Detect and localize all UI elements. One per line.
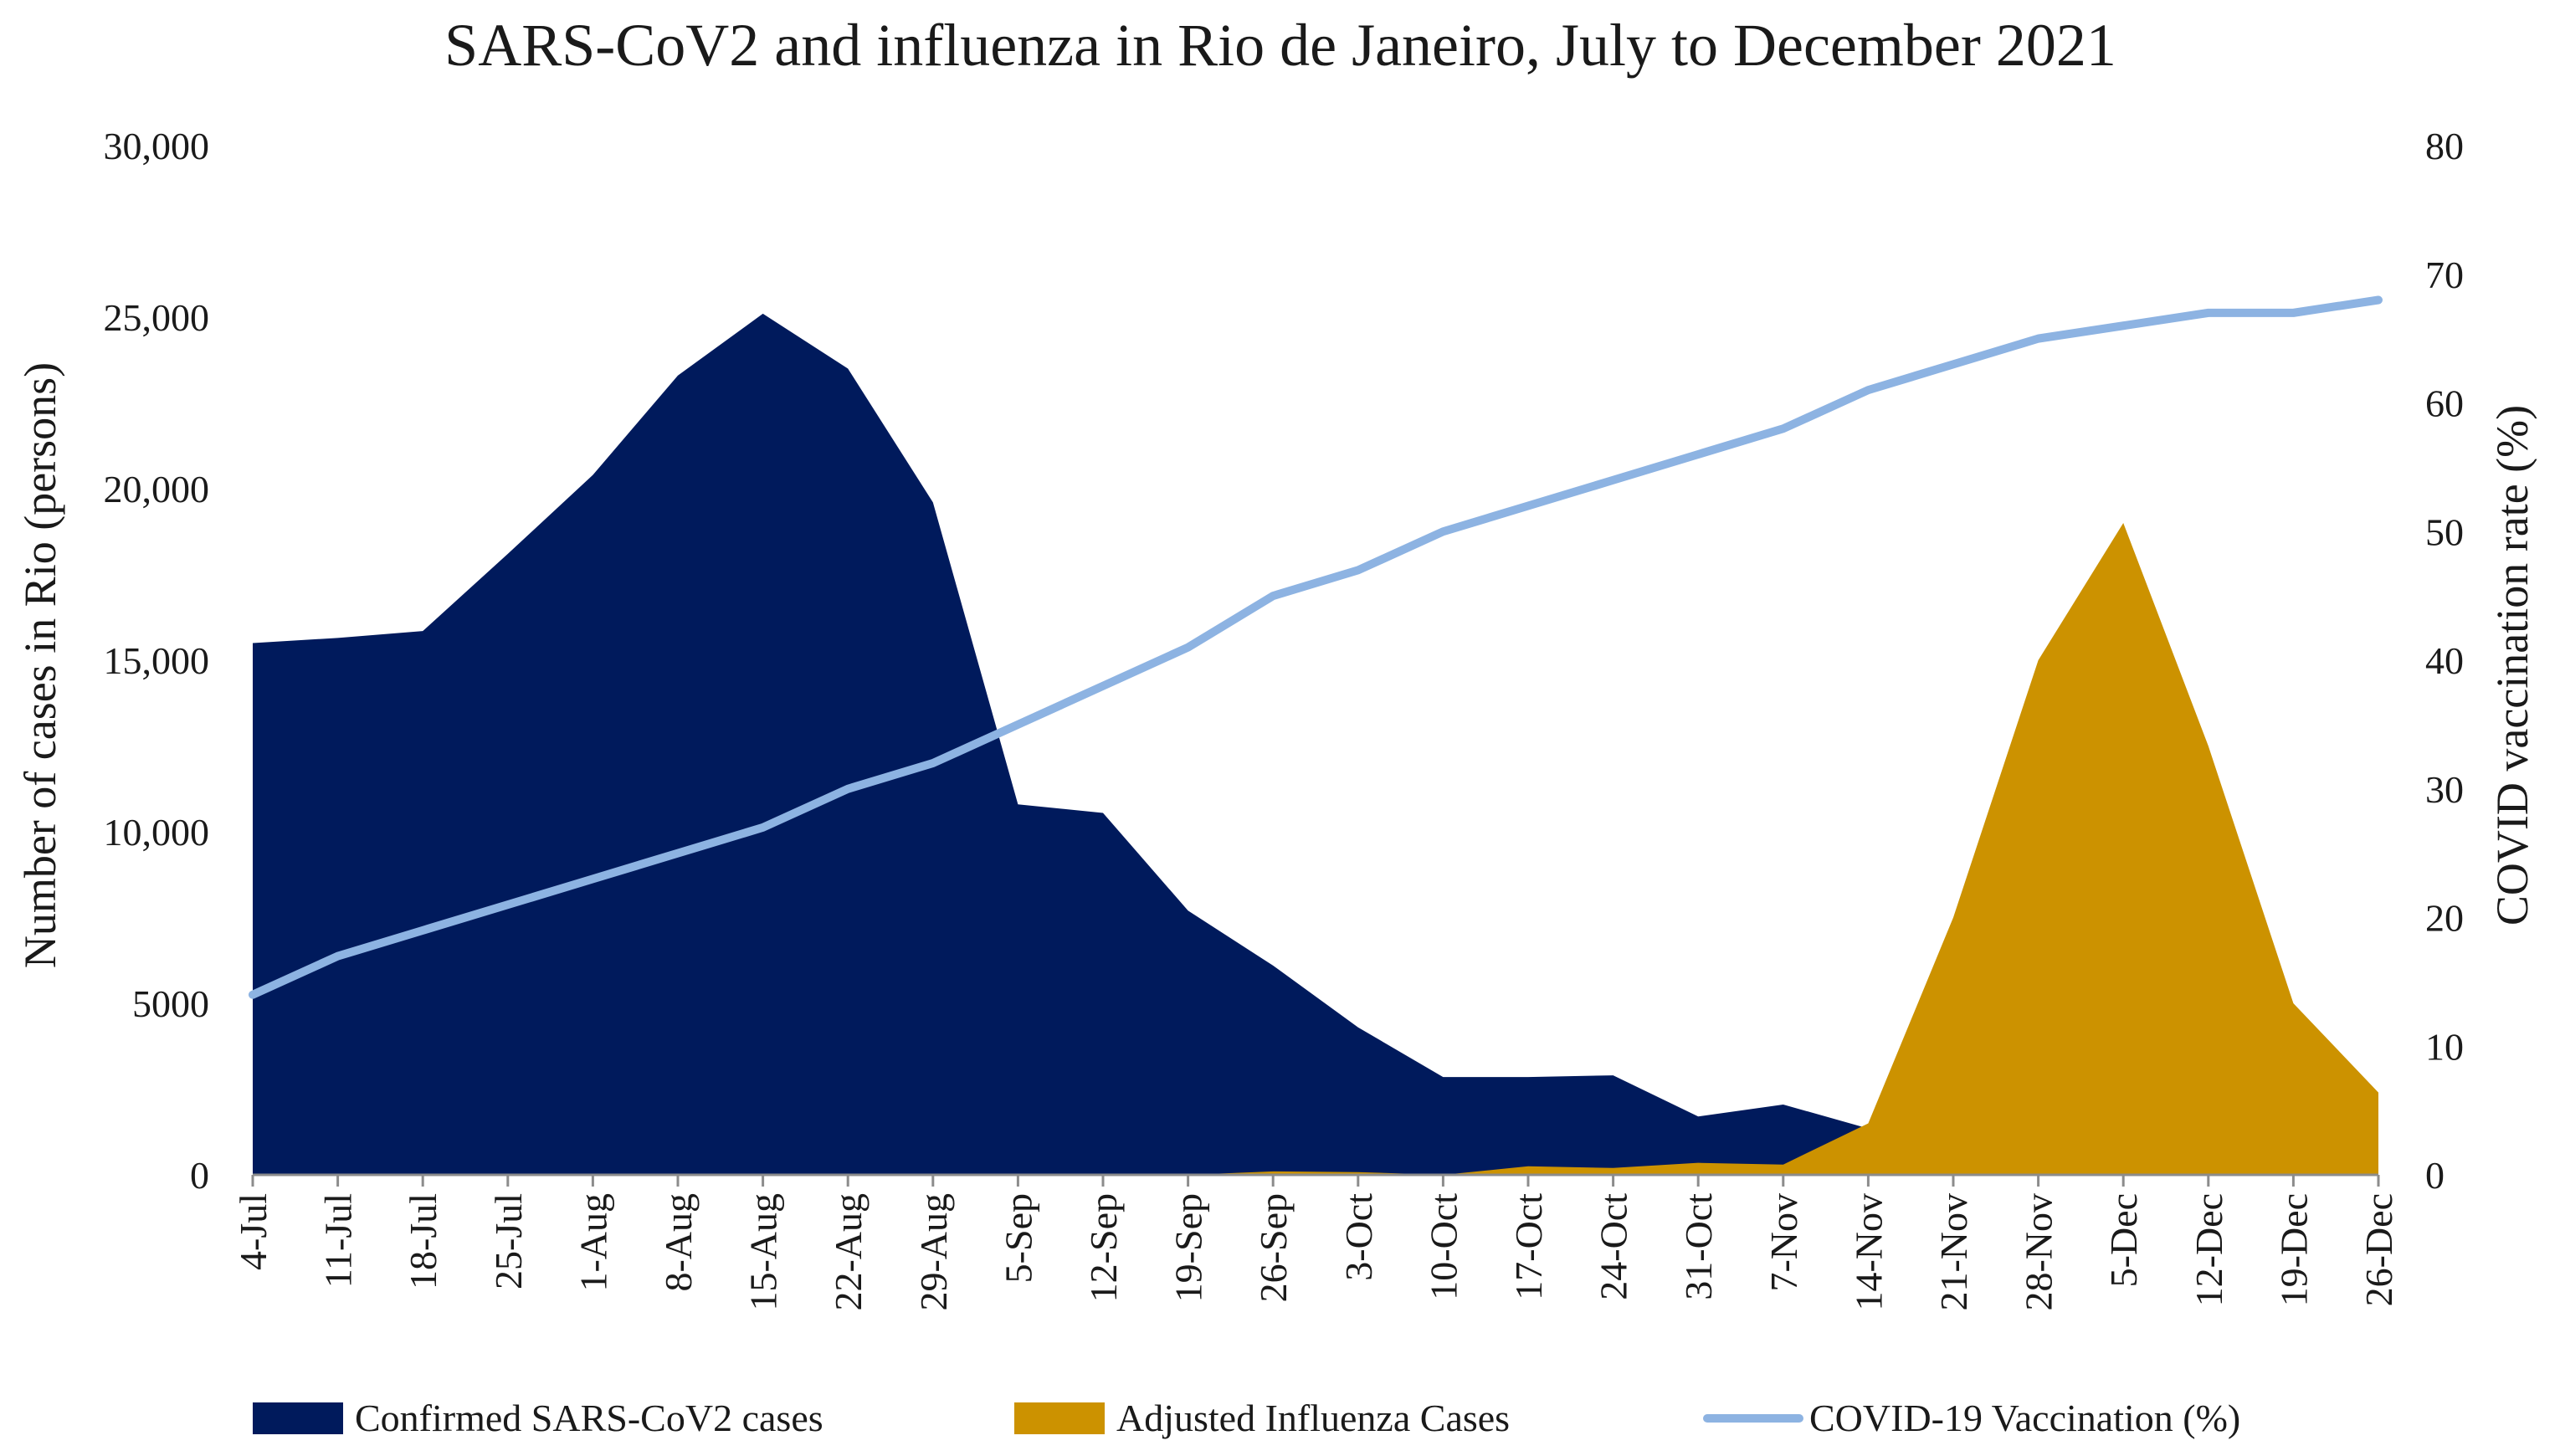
y-tick-label-1: 5000: [132, 982, 209, 1025]
y2-tick-label-8: 80: [2425, 125, 2464, 167]
x-tick-label-7: 22-Aug: [827, 1193, 870, 1311]
chart-title: SARS-CoV2 and influenza in Rio de Janeir…: [444, 12, 2116, 79]
x-tick-label-10: 12-Sep: [1082, 1193, 1125, 1302]
y2-tick-label-0: 0: [2425, 1154, 2445, 1197]
x-axis-ticks: [251, 1175, 2380, 1187]
x-tick-label-20: 21-Nov: [1932, 1193, 1975, 1311]
y-tick-label-4: 20,000: [104, 468, 210, 510]
legend-swatch-sars: [253, 1402, 343, 1434]
x-tick-label-23: 12-Dec: [2188, 1193, 2230, 1306]
x-tick-label-17: 31-Oct: [1677, 1193, 1720, 1300]
y-axis-label: Number of cases in Rio (persons): [15, 362, 65, 968]
y2-tick-label-1: 10: [2425, 1025, 2464, 1068]
x-tick-label-15: 17-Oct: [1507, 1193, 1550, 1300]
x-tick-label-4: 1-Aug: [572, 1193, 614, 1292]
y-tick-label-6: 30,000: [104, 125, 210, 167]
y2-tick-label-5: 50: [2425, 510, 2464, 553]
x-tick-label-16: 24-Oct: [1593, 1193, 1635, 1300]
x-tick-label-9: 5-Sep: [997, 1193, 1039, 1283]
x-tick-label-8: 29-Aug: [912, 1193, 955, 1311]
plot-area: 4-Jul 11-Jul 18-Jul 25-Jul 1-Aug 8-Aug 15-Aug 2…: [104, 125, 2465, 1311]
x-tick-label-19: 14-Nov: [1847, 1193, 1890, 1311]
x-tick-label-6: 15-Aug: [742, 1193, 785, 1311]
x-tick-label-2: 18-Jul: [402, 1193, 444, 1289]
legend: Confirmed SARS-CoV2 cases Adjusted Influ…: [253, 1397, 2240, 1439]
y2-tick-label-6: 60: [2425, 382, 2464, 425]
x-tick-label-24: 19-Dec: [2272, 1193, 2315, 1306]
x-tick-label-3: 25-Jul: [487, 1193, 530, 1289]
y2-axis-tick-labels: 0 10 20 30 40 50 60 70 80: [2425, 125, 2464, 1197]
x-tick-label-0: 4-Jul: [232, 1193, 274, 1270]
x-tick-label-5: 8-Aug: [657, 1193, 700, 1292]
area-series-0: [253, 313, 2378, 1175]
y-axis-tick-labels: 0 5000 10,000 15,000 20,000 25,000 30,000: [104, 125, 210, 1197]
x-tick-label-1: 11-Jul: [317, 1193, 360, 1288]
y2-tick-label-2: 20: [2425, 897, 2464, 940]
line-series-group: [249, 295, 2383, 999]
y-tick-label-2: 10,000: [104, 811, 210, 854]
x-tick-label-13: 3-Oct: [1337, 1193, 1380, 1281]
area-series-group: [253, 313, 2378, 1175]
x-axis-tick-labels: 4-Jul 11-Jul 18-Jul 25-Jul 1-Aug 8-Aug 15-Aug 2…: [232, 1193, 2400, 1311]
x-tick-label-21: 28-Nov: [2018, 1193, 2060, 1311]
x-tick-label-22: 5-Dec: [2102, 1193, 2145, 1287]
legend-label-vaccination: COVID-19 Vaccination (%): [1809, 1397, 2240, 1439]
x-tick-label-12: 26-Sep: [1252, 1193, 1295, 1302]
x-tick-label-14: 10-Oct: [1422, 1193, 1465, 1300]
x-tick-label-18: 7-Nov: [1762, 1193, 1805, 1292]
y2-tick-label-3: 30: [2425, 768, 2464, 811]
y2-axis-label: COVID vaccination rate (%): [2487, 405, 2537, 925]
legend-label-sars: Confirmed SARS-CoV2 cases: [355, 1397, 823, 1439]
line-series-2: [249, 295, 2383, 999]
legend-swatch-influenza: [1014, 1402, 1105, 1434]
x-tick-label-25: 26-Dec: [2357, 1193, 2400, 1306]
y-tick-label-5: 25,000: [104, 296, 210, 339]
legend-label-influenza: Adjusted Influenza Cases: [1116, 1397, 1510, 1439]
x-tick-label-11: 19-Sep: [1167, 1193, 1210, 1302]
y-tick-label-3: 15,000: [104, 639, 210, 682]
y2-tick-label-7: 70: [2425, 254, 2464, 296]
area-series-1: [253, 523, 2378, 1175]
y-tick-label-0: 0: [190, 1154, 209, 1197]
y2-tick-label-4: 40: [2425, 639, 2464, 682]
